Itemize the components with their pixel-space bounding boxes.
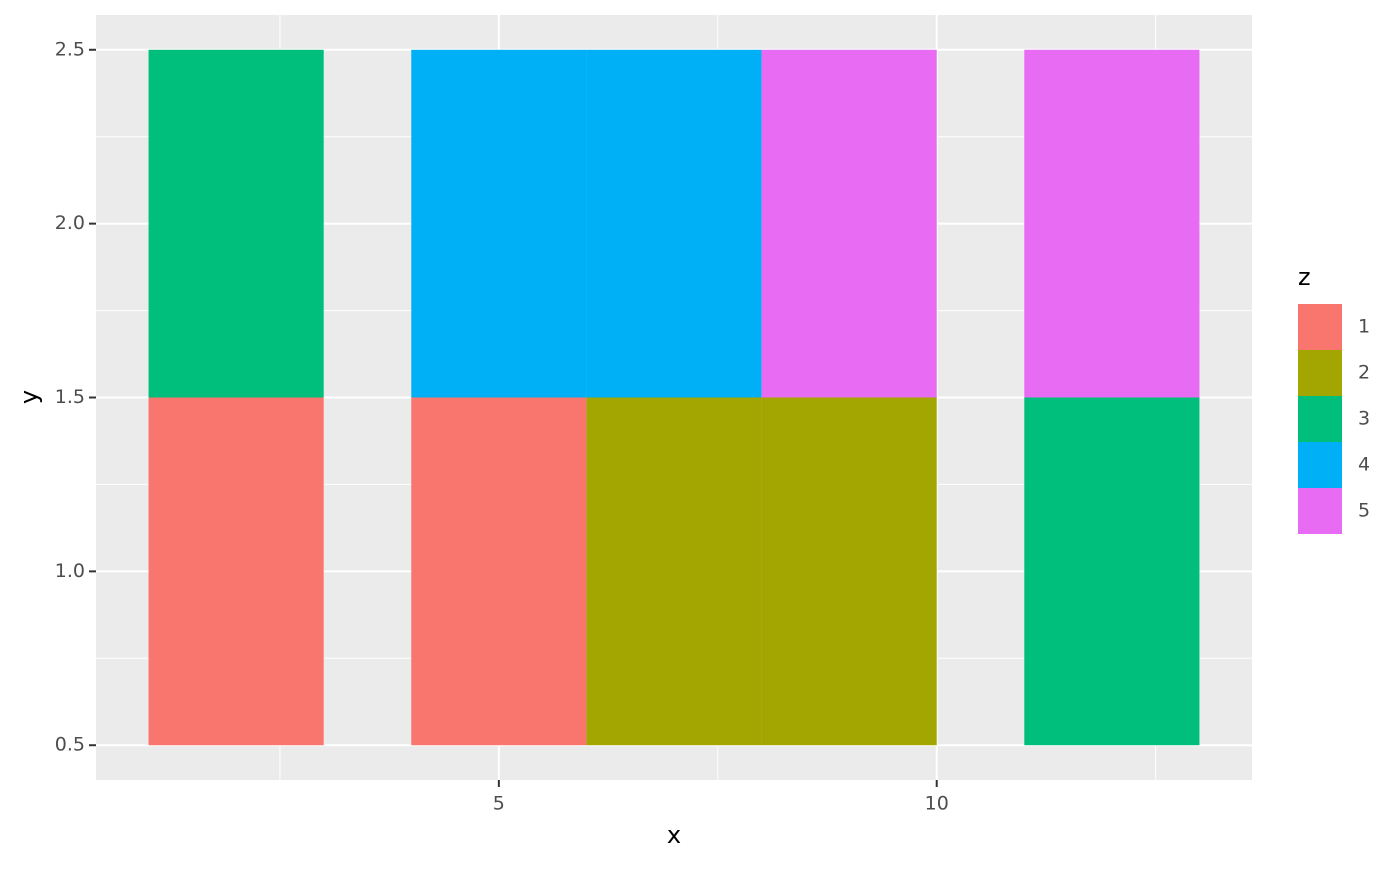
tile <box>1024 49 1200 398</box>
legend-key <box>1298 304 1342 350</box>
legend-key <box>1298 350 1342 396</box>
legend-label: 5 <box>1358 500 1370 522</box>
x-tick-label: 10 <box>925 793 949 815</box>
tile <box>586 397 762 746</box>
y-tick-label: 1.5 <box>55 386 85 408</box>
tile <box>1024 397 1200 746</box>
y-axis-title: y <box>15 390 43 404</box>
y-tick-label: 0.5 <box>55 734 85 756</box>
tile <box>761 49 937 398</box>
legend-key <box>1298 442 1342 488</box>
tile <box>411 49 587 398</box>
legend-key <box>1298 396 1342 442</box>
tile <box>148 49 324 398</box>
tile <box>148 397 324 746</box>
y-tick-label: 2.0 <box>55 212 85 234</box>
x-tick-label: 5 <box>493 793 505 815</box>
legend-key <box>1298 488 1342 534</box>
legend-label: 3 <box>1358 408 1370 430</box>
y-tick-label: 1.0 <box>55 560 85 582</box>
tile <box>411 397 587 746</box>
legend-label: 4 <box>1358 454 1370 476</box>
tile <box>586 49 762 398</box>
tile <box>761 397 937 746</box>
legend-label: 2 <box>1358 362 1370 384</box>
legend-label: 1 <box>1358 316 1370 338</box>
legend-title: z <box>1298 263 1311 291</box>
x-axis-title: x <box>667 821 681 849</box>
y-tick-label: 2.5 <box>55 38 85 60</box>
